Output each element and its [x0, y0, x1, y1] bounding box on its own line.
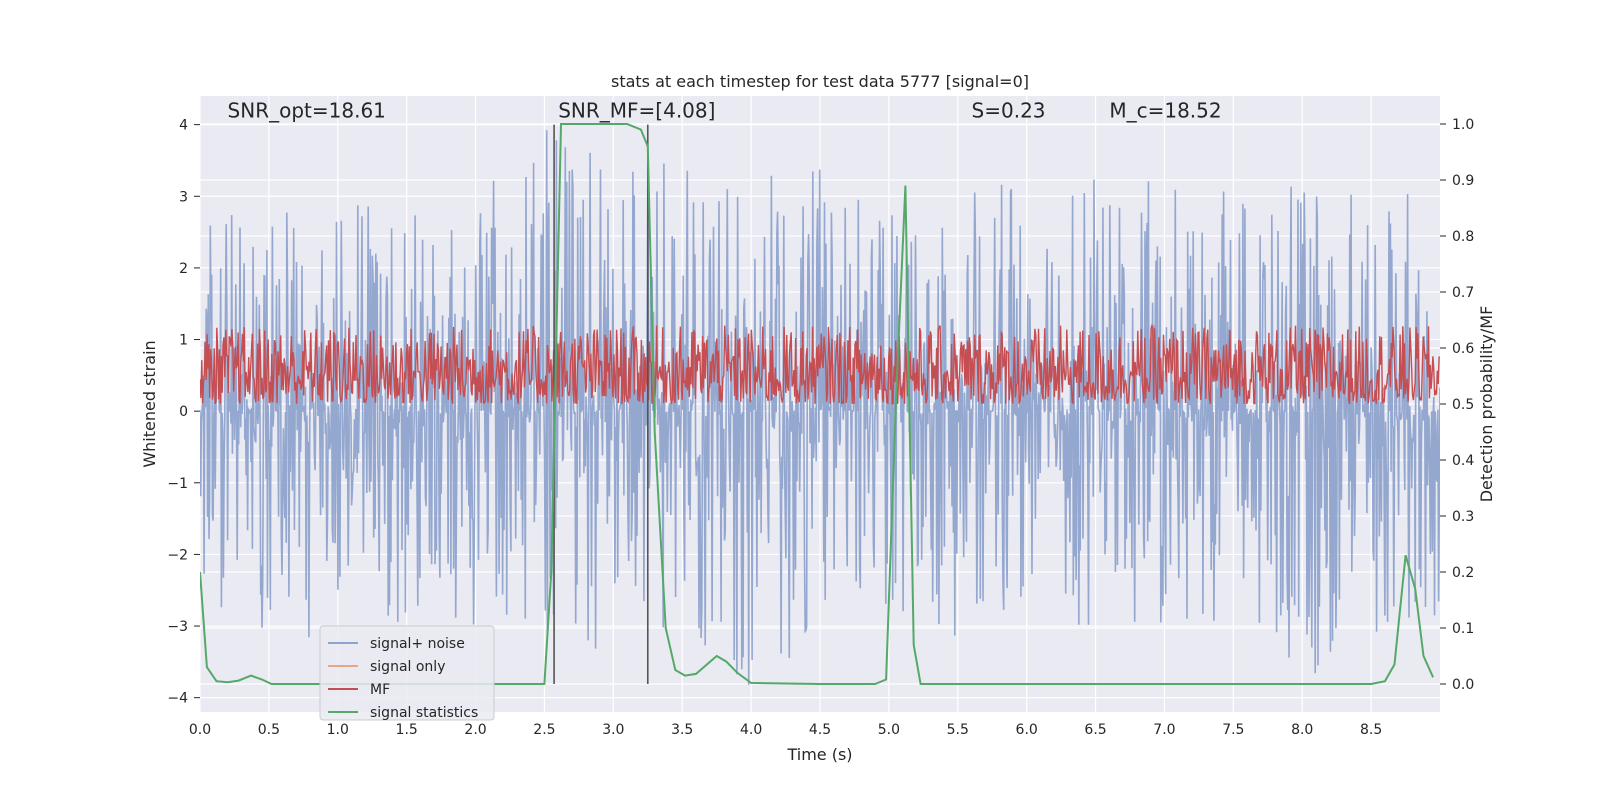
y-left-tick-label: −3 [167, 619, 188, 635]
y-left-tick-label: 3 [179, 189, 188, 205]
x-tick-label: 7.0 [1153, 722, 1175, 738]
y-right-tick-label: 0.1 [1452, 621, 1474, 637]
annotation-1: SNR_opt=18.61 [228, 98, 386, 122]
y-left-tick-label: −2 [167, 547, 188, 563]
x-tick-label: 6.0 [1016, 722, 1038, 738]
x-tick-label: 4.5 [809, 722, 831, 738]
x-tick-label: 3.0 [602, 722, 624, 738]
annotations: SNR_opt=18.61 SNR_MF=[4.08] S=0.23 M_c=18.5… [228, 98, 1222, 122]
x-tick-label: 0.0 [189, 722, 211, 738]
annotation-3: S=0.23 [972, 98, 1046, 122]
y-left-tick-label: 1 [179, 333, 188, 349]
y-right-tick-label: 0.3 [1452, 509, 1474, 525]
x-tick-label: 7.5 [1222, 722, 1244, 738]
x-tick-label: 6.5 [1084, 722, 1106, 738]
legend-label: signal+ noise [370, 636, 465, 652]
x-tick-label: 2.5 [533, 722, 555, 738]
y-right-tick-label: 0.9 [1452, 173, 1474, 189]
y-left-tick-label: 2 [179, 261, 188, 277]
y-right-tick-label: 1.0 [1452, 117, 1474, 133]
x-tick-label: 4.0 [740, 722, 762, 738]
x-axis-label: Time (s) [786, 745, 852, 764]
right-y-axis-ticks: 0.0 0.1 0.2 0.3 0.4 0.5 0.6 0.7 0.8 0.9 1.0 [1440, 117, 1474, 693]
x-tick-label: 3.5 [671, 722, 693, 738]
y-right-tick-label: 0.6 [1452, 341, 1474, 357]
annotation-2: SNR_MF=[4.08] [558, 98, 715, 122]
x-tick-label: 8.5 [1360, 722, 1382, 738]
legend: signal+ noise signal only MF signal statist… [319, 625, 495, 721]
left-y-axis-label: Whitened strain [140, 340, 159, 467]
y-right-tick-label: 0.2 [1452, 565, 1474, 581]
x-tick-label: 0.5 [258, 722, 280, 738]
chart-title: stats at each timestep for test data 577… [611, 72, 1029, 91]
left-y-axis-ticks: −4 −3 −2 −1 0 1 2 3 4 [167, 118, 200, 707]
y-right-tick-label: 0.5 [1452, 397, 1474, 413]
mf-line [200, 323, 1440, 405]
x-tick-label: 5.5 [947, 722, 969, 738]
legend-label: MF [370, 682, 390, 698]
legend-label: signal only [370, 659, 445, 675]
y-right-tick-label: 0.4 [1452, 453, 1474, 469]
y-left-tick-label: 0 [179, 404, 188, 420]
x-tick-label: 8.0 [1291, 722, 1313, 738]
x-tick-label: 2.0 [464, 722, 486, 738]
y-left-tick-label: −1 [167, 476, 188, 492]
x-axis-ticks: 0.0 0.5 1.0 1.5 2.0 2.5 3.0 3.5 4.0 4.5 5.0 5.5 6.0 6… [189, 722, 1382, 738]
legend-box [319, 625, 495, 721]
y-right-tick-label: 0.8 [1452, 229, 1474, 245]
x-tick-label: 1.0 [327, 722, 349, 738]
mf-trace [200, 323, 1440, 405]
right-y-axis-label: Detection probability/MF [1477, 306, 1496, 503]
y-left-tick-label: −4 [167, 691, 188, 707]
annotation-4: M_c=18.52 [1109, 98, 1221, 122]
y-right-tick-label: 0.0 [1452, 677, 1474, 693]
x-tick-label: 1.5 [396, 722, 418, 738]
y-left-tick-label: 4 [179, 118, 188, 134]
legend-label: signal statistics [370, 705, 478, 721]
x-tick-label: 5.0 [878, 722, 900, 738]
y-right-tick-label: 0.7 [1452, 285, 1474, 301]
